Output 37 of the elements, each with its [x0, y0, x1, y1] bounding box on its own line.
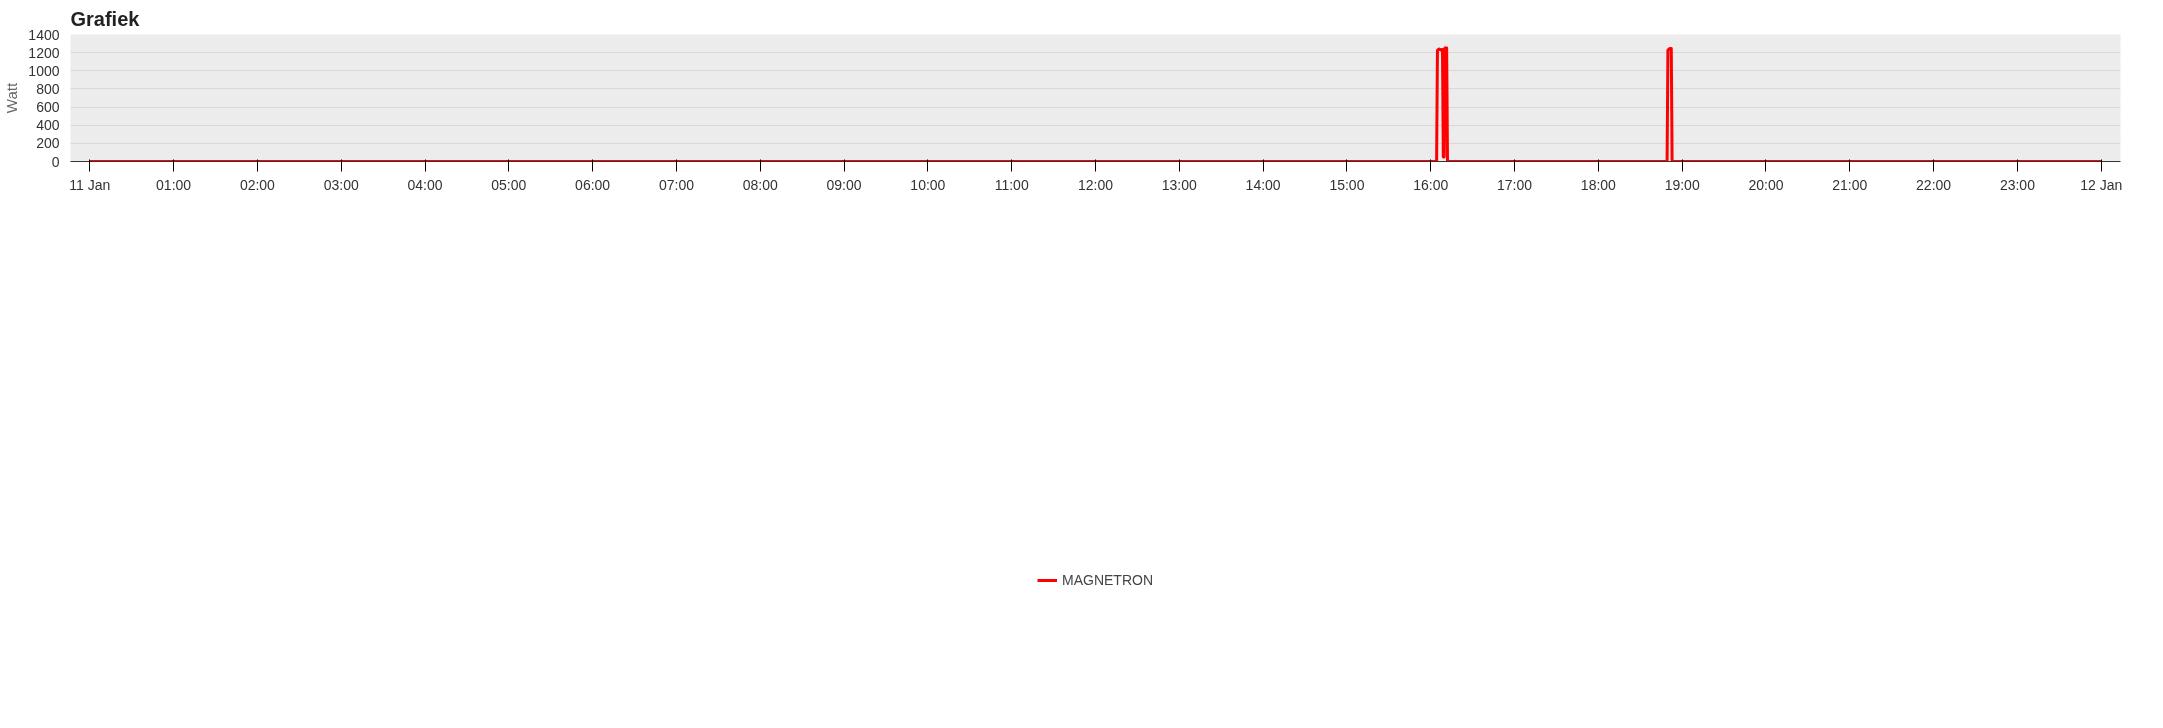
x-tick-label: 06:00 — [575, 176, 611, 193]
chart-title: Grafiek — [70, 7, 141, 30]
y-tick-label: 600 — [36, 99, 60, 116]
x-tick-label: 23:00 — [1999, 176, 2036, 193]
x-tick-label: 18:00 — [1580, 176, 1617, 193]
x-tick-label: 19:00 — [1664, 176, 1700, 193]
x-tick-label: 14:00 — [1245, 176, 1281, 193]
y-tick-label: 400 — [36, 117, 60, 134]
y-tick-label: 0 — [51, 153, 60, 170]
y-tick-label: 1000 — [28, 62, 60, 79]
x-tick-label: 04:00 — [407, 176, 443, 193]
y-tick-label: 1400 — [28, 26, 60, 43]
x-tick-label: 21:00 — [1832, 176, 1868, 193]
x-tick-label: 03:00 — [323, 176, 359, 193]
x-tick-label: 09:00 — [826, 176, 862, 193]
x-tick-label: 22:00 — [1916, 176, 1952, 193]
x-tick-label: 11:00 — [994, 176, 1029, 193]
x-tick-label: 17:00 — [1497, 176, 1533, 193]
line-series — [88, 46, 2103, 162]
x-tick-label: 12 Jan — [2080, 176, 2123, 193]
x-tick-label: 12:00 — [1077, 176, 1114, 193]
x-tick-label: 05:00 — [491, 176, 527, 193]
y-tick-label: 800 — [36, 80, 60, 97]
x-tick-label: 15:00 — [1329, 176, 1365, 193]
y-axis-title: Watt — [3, 82, 21, 114]
x-tick-label: 13:00 — [1161, 176, 1198, 193]
x-tick-label: 08:00 — [742, 176, 778, 193]
x-tick-label: 16:00 — [1413, 176, 1449, 193]
x-tick-label: 20:00 — [1748, 176, 1784, 193]
x-tick-label: 01:00 — [156, 176, 192, 193]
x-tick-label: 07:00 — [658, 176, 695, 193]
y-tick-label: 200 — [36, 135, 60, 152]
y-tick-label: 1200 — [28, 44, 60, 61]
legend-label: MAGNETRON — [1062, 572, 1153, 588]
x-tick-label: 11 Jan — [69, 176, 111, 193]
x-tick-label: 10:00 — [910, 176, 946, 193]
x-tick-label: 02:00 — [239, 176, 276, 193]
